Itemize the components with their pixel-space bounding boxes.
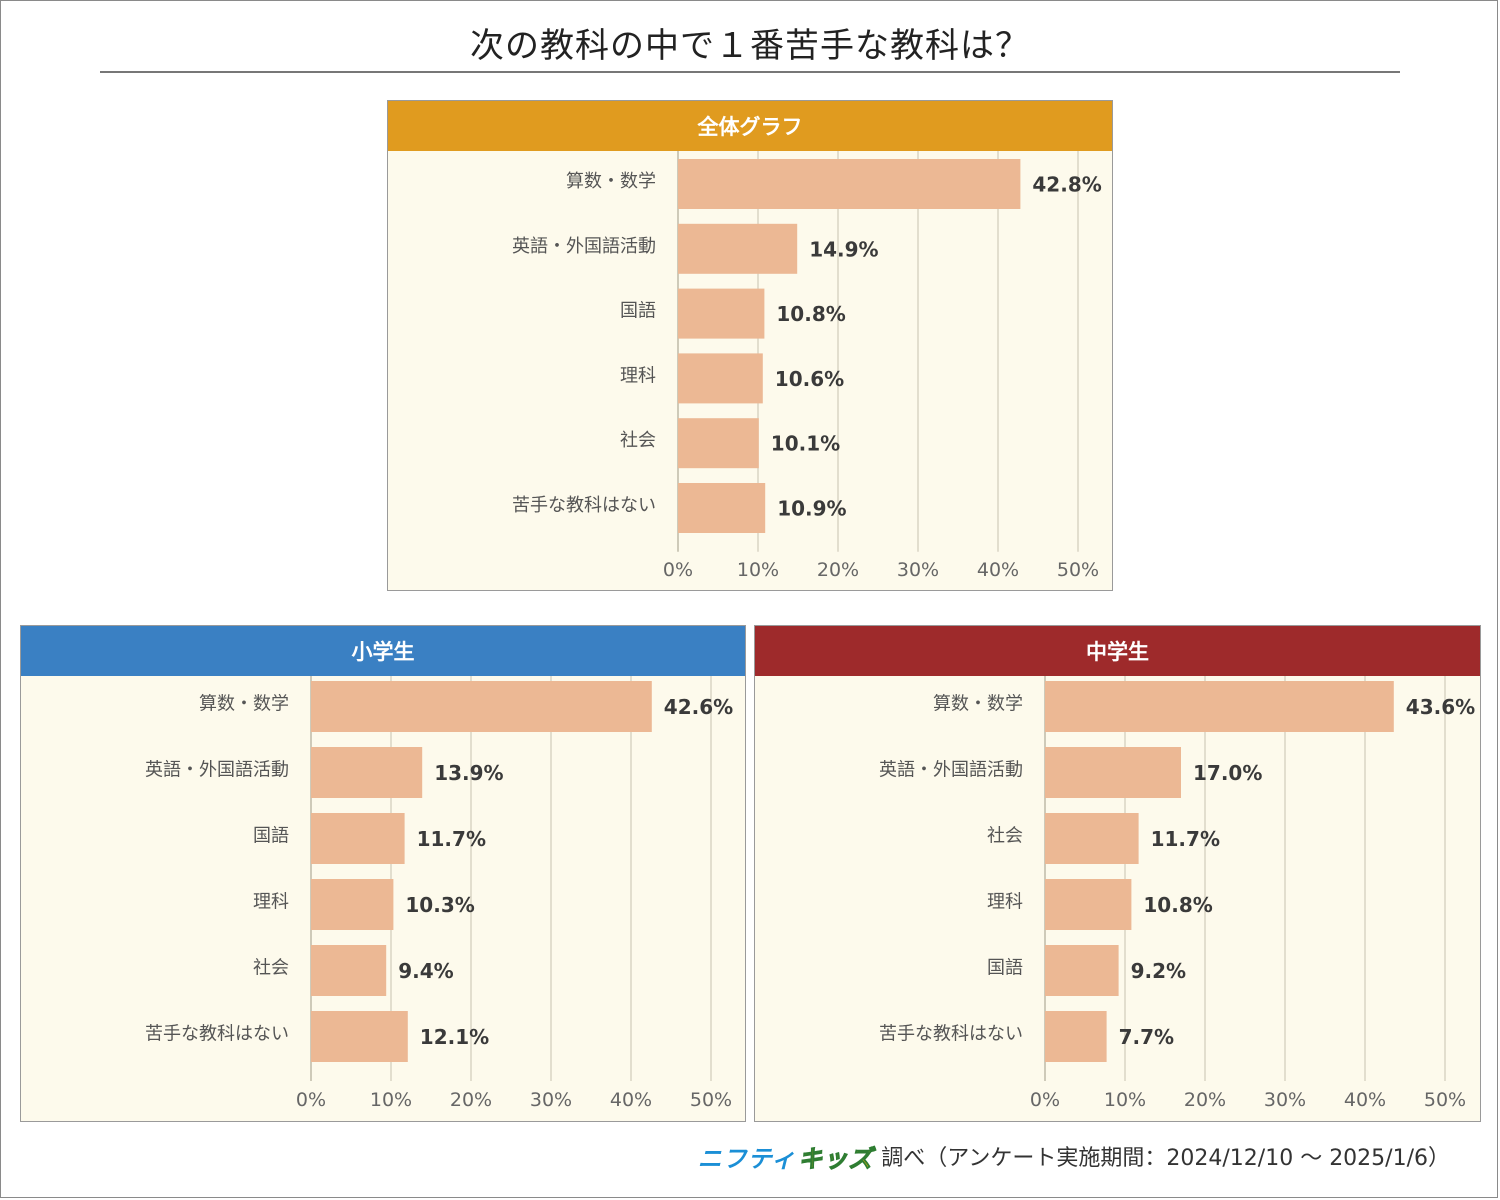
bar-elementary-0 [311,681,652,732]
value-label-elementary-0: 42.6% [664,695,733,719]
bar-overall-2 [678,288,765,339]
category-label-overall-5: 苦手な教科はない [512,495,656,516]
value-label-overall-4: 10.1% [771,432,840,456]
category-label-elementary-1: 英語・外国語活動 [145,760,289,781]
category-label-overall-0: 算数・数学 [566,171,656,192]
tick-label-overall-5: 50% [1057,559,1099,581]
tick-label-junior-3: 30% [1264,1089,1306,1111]
value-label-junior-1: 17.0% [1193,761,1262,785]
category-label-elementary-0: 算数・数学 [199,694,289,715]
category-label-overall-4: 社会 [620,430,656,451]
bar-junior-2 [1045,813,1139,864]
category-label-junior-0: 算数・数学 [933,694,1023,715]
logo-text-kids: キッズ [798,1144,874,1173]
category-label-elementary-3: 理科 [253,892,289,913]
category-label-overall-1: 英語・外国語活動 [512,236,656,257]
value-label-junior-2: 11.7% [1151,827,1220,851]
value-label-overall-1: 14.9% [809,237,878,261]
value-label-junior-3: 10.8% [1143,893,1212,917]
bar-elementary-3 [311,879,394,930]
value-label-junior-5: 7.7% [1119,1025,1174,1049]
bar-overall-5 [678,483,766,533]
value-label-elementary-5: 12.1% [420,1025,489,1049]
bar-junior-5 [1045,1011,1107,1062]
bar-elementary-4 [311,945,387,996]
category-label-junior-4: 国語 [987,958,1023,979]
source-footer: ニフティ キッズ 調べ（アンケート実施期間：2024/12/10 ～ 2025/… [698,1139,1450,1174]
title-divider [100,71,1400,73]
value-label-overall-5: 10.9% [777,497,846,521]
value-label-overall-0: 42.8% [1032,173,1101,197]
category-label-junior-1: 英語・外国語活動 [879,760,1023,781]
tick-label-junior-5: 50% [1424,1089,1466,1111]
bar-overall-3 [678,353,763,404]
bar-overall-0 [678,159,1021,209]
value-label-elementary-1: 13.9% [434,761,503,785]
category-label-junior-5: 苦手な教科はない [879,1024,1023,1045]
value-label-elementary-4: 9.4% [398,959,453,983]
panel-elementary: 小学生 0% 10% 20% 30% 40% 50% 算数・数学 42.6% 英語・外国語活動 1… [20,625,746,1122]
page-title: 次の教科の中で１番苦手な教科は？ [470,26,1030,66]
value-label-elementary-3: 10.3% [405,893,474,917]
bar-elementary-2 [311,813,405,864]
value-label-overall-3: 10.6% [775,367,844,391]
source-text: 調べ（アンケート実施期間：2024/12/10 ～ 2025/1/6） [881,1146,1450,1171]
category-label-junior-3: 理科 [987,892,1023,913]
chart-junior: 0% 10% 20% 30% 40% 50% 算数・数学 43.6% 英語・外国語活動 17.0%… [879,676,1475,1111]
bar-elementary-5 [311,1011,408,1062]
tick-label-overall-3: 30% [897,559,939,581]
panel-header-junior: 中学生 [755,626,1480,676]
value-label-junior-0: 43.6% [1406,695,1475,719]
tick-label-junior-4: 40% [1344,1089,1386,1111]
tick-label-overall-4: 40% [977,559,1019,581]
panel-junior: 中学生 0% 10% 20% 30% 40% 50% 算数・数学 43.6% 英語・外国語活動 1… [754,625,1481,1122]
tick-label-overall-2: 20% [817,559,859,581]
bar-overall-4 [678,418,759,469]
bar-junior-3 [1045,879,1132,930]
tick-label-overall-0: 0% [663,559,693,581]
niftykids-logo: ニフティ キッズ [698,1139,874,1174]
bar-elementary-1 [311,747,423,798]
panel-header-overall: 全体グラフ [388,101,1112,151]
bar-overall-1 [678,223,798,274]
tick-label-overall-1: 10% [737,559,779,581]
category-label-overall-2: 国語 [620,301,656,322]
category-label-junior-2: 社会 [987,826,1023,847]
category-label-elementary-5: 苦手な教科はない [145,1024,289,1045]
value-label-overall-2: 10.8% [776,302,845,326]
bar-junior-1 [1045,747,1181,798]
tick-label-junior-0: 0% [1030,1089,1060,1111]
category-label-overall-3: 理科 [620,365,656,386]
value-label-junior-4: 9.2% [1131,959,1186,983]
chart-overall: 0% 10% 20% 30% 40% 50% 算数・数学 42.8% 英語・外国語活動 14.9%… [512,151,1102,581]
tick-label-elementary-1: 10% [370,1089,412,1111]
panel-overall: 全体グラフ 0% 10% 20% 30% 40% 50% 算数・数学 42.8% 英語・外国語活… [387,100,1113,591]
tick-label-junior-2: 20% [1184,1089,1226,1111]
chart-elementary: 0% 10% 20% 30% 40% 50% 算数・数学 42.6% 英語・外国語活動 13.9%… [145,676,733,1111]
bar-junior-0 [1045,681,1394,732]
tick-label-elementary-5: 50% [690,1089,732,1111]
value-label-elementary-2: 11.7% [417,827,486,851]
panel-header-elementary: 小学生 [21,626,745,676]
category-label-elementary-2: 国語 [253,826,289,847]
tick-label-elementary-0: 0% [296,1089,326,1111]
category-label-elementary-4: 社会 [253,958,289,979]
tick-label-junior-1: 10% [1104,1089,1146,1111]
tick-label-elementary-4: 40% [610,1089,652,1111]
bar-junior-4 [1045,945,1119,996]
tick-label-elementary-2: 20% [450,1089,492,1111]
logo-text-nifty: ニフティ [697,1144,797,1173]
tick-label-elementary-3: 30% [530,1089,572,1111]
